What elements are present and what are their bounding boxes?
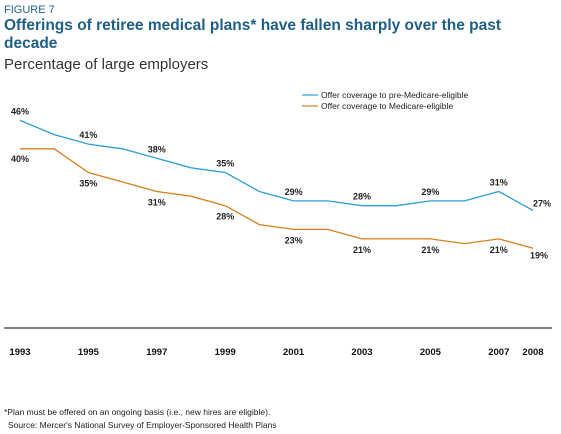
data-label: 28%	[353, 192, 371, 202]
x-tick-label: 2007	[488, 347, 509, 358]
x-tick-label: 1997	[146, 347, 167, 358]
x-tick-label: 2005	[420, 347, 442, 358]
series-line-pre-medicare	[19, 119, 534, 211]
x-tick-label: 1995	[78, 347, 100, 358]
x-tick-label: 1999	[215, 347, 236, 358]
data-label: 29%	[421, 187, 439, 197]
legend-label-pre-medicare: Offer coverage to pre-Medicare-eligible	[321, 90, 469, 100]
data-label: 23%	[285, 235, 303, 245]
data-label: 21%	[421, 245, 439, 255]
data-label: 31%	[490, 178, 508, 188]
data-label: 27%	[533, 198, 551, 208]
legend-label-medicare: Offer coverage to Medicare-eligible	[321, 101, 453, 111]
x-tick-labels: 1993 1995 1997 1999 2001 2003 2005 2007 2008	[9, 347, 543, 358]
data-label: 21%	[490, 245, 508, 255]
data-label: 40%	[11, 154, 29, 164]
data-label: 31%	[148, 198, 166, 208]
data-label: 21%	[353, 245, 371, 255]
data-label: 35%	[216, 159, 234, 169]
series-layer	[19, 119, 534, 249]
series-line-medicare	[20, 148, 534, 249]
source-note: Source: Mercer's National Survey of Empl…	[8, 420, 277, 430]
x-tick-label: 2001	[283, 347, 305, 358]
x-tick-label: 2003	[351, 347, 372, 358]
data-label: 29%	[285, 187, 303, 197]
footnote: *Plan must be offered on an ongoing basi…	[4, 407, 271, 417]
figure-label: FIGURE 7	[4, 4, 55, 16]
data-label: 28%	[216, 212, 234, 222]
data-labels-layer: 46% 41% 38% 35% 29% 28% 29% 31% 27% 40% 35% 31% 28% 2…	[11, 106, 551, 260]
data-label: 46%	[11, 106, 29, 116]
chart-title: Offerings of retiree medical plans* have…	[4, 17, 502, 52]
data-label: 41%	[79, 130, 97, 140]
x-tick-label: 2008	[522, 347, 543, 358]
x-tick-label: 1993	[9, 347, 30, 358]
data-label: 35%	[79, 179, 97, 189]
data-label: 38%	[148, 144, 166, 154]
chart-subtitle: Percentage of large employers	[4, 56, 209, 73]
chart-legend: Offer coverage to pre-Medicare-eligible …	[302, 90, 469, 111]
data-label: 19%	[530, 250, 548, 260]
